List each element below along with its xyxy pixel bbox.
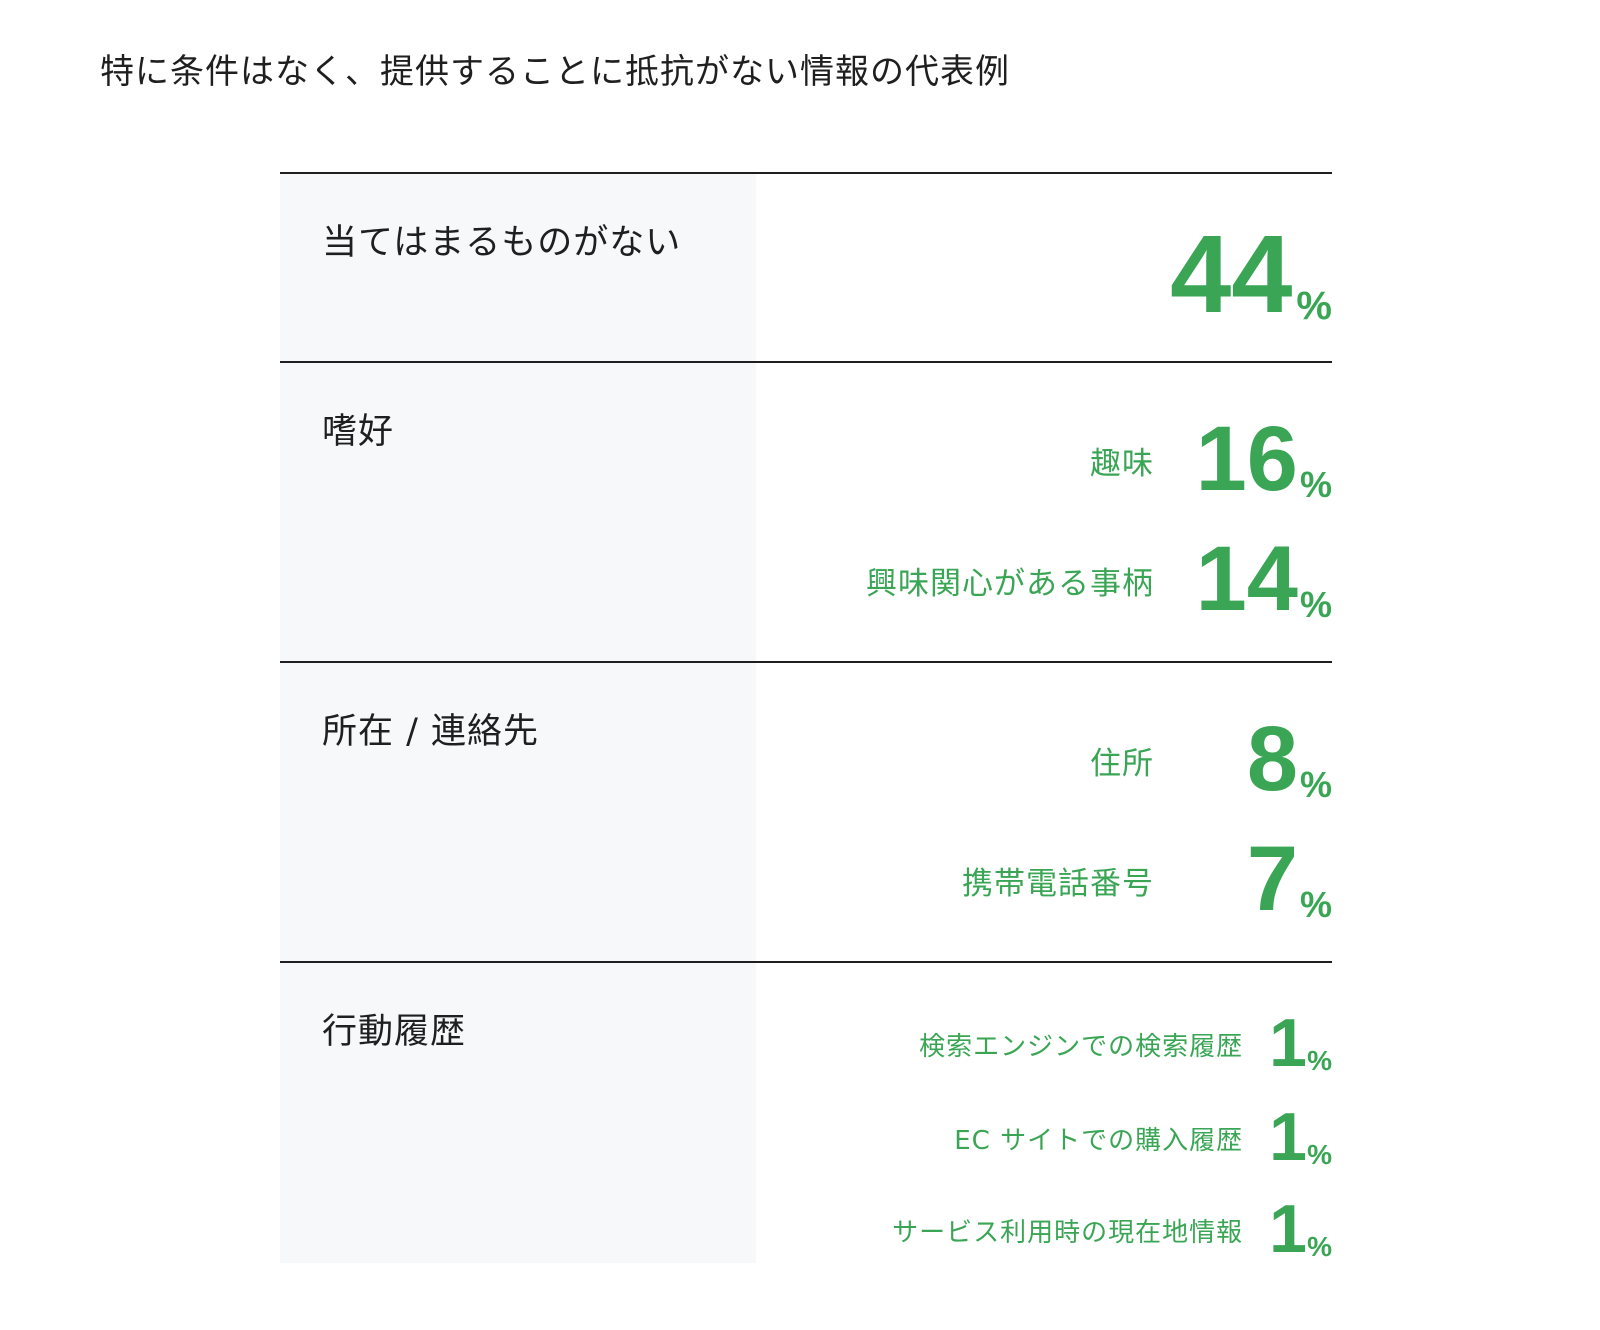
item-ec-history: EC サイトでの購入履歴 1 %	[954, 1103, 1332, 1171]
item-label: 住所	[1089, 746, 1154, 782]
row-preference: 嗜好 趣味 16 % 興味関心がある事柄 14 %	[280, 361, 1332, 661]
category-label-contact: 所在 / 連絡先	[322, 712, 540, 752]
items-cell: 住所 8 % 携帯電話番号 7 %	[756, 663, 1332, 961]
percent-sign: %	[1299, 884, 1332, 925]
item-hobby: 趣味 16 %	[1090, 413, 1332, 505]
percent-sign: %	[1299, 584, 1332, 625]
stats-table: 当てはまるものがない 44 % 嗜好 趣味 16 % 興味関心がある事柄 14 …	[280, 172, 1332, 1263]
item-location: サービス利用時の現在地情報 1 %	[892, 1195, 1332, 1263]
percent-sign: %	[1307, 1139, 1332, 1170]
item-label: 趣味	[1089, 446, 1154, 482]
item-value: 1	[1269, 1191, 1307, 1267]
category-cell: 行動履歴	[280, 963, 756, 1263]
item-value: 1	[1269, 1005, 1307, 1081]
item-search-history: 検索エンジンでの検索履歴 1 %	[919, 1009, 1332, 1077]
item-value: 16	[1195, 408, 1298, 510]
item-none: 44 %	[1170, 220, 1332, 330]
item-interests: 興味関心がある事柄 14 %	[866, 533, 1332, 625]
item-value: 1	[1269, 1099, 1307, 1175]
category-cell: 当てはまるものがない	[280, 174, 756, 361]
item-label: サービス利用時の現在地情報	[892, 1218, 1244, 1248]
item-label: 興味関心がある事柄	[865, 566, 1154, 602]
items-cell: 44 %	[756, 174, 1332, 361]
page-title: 特に条件はなく、提供することに抵抗がない情報の代表例	[100, 52, 1010, 92]
item-value: 7	[1246, 828, 1298, 930]
item-value: 44	[1170, 213, 1293, 336]
category-label-none: 当てはまるものがない	[322, 223, 682, 263]
percent-sign: %	[1299, 764, 1332, 805]
category-label-behavior: 行動履歴	[322, 1012, 467, 1052]
items-cell: 趣味 16 % 興味関心がある事柄 14 %	[756, 363, 1332, 661]
item-value: 8	[1246, 708, 1298, 810]
item-label: 携帯電話番号	[961, 866, 1154, 902]
item-label: 検索エンジンでの検索履歴	[919, 1032, 1244, 1062]
row-behavior: 行動履歴 検索エンジンでの検索履歴 1 % EC サイトでの購入履歴 1 % サ…	[280, 961, 1332, 1263]
row-none: 当てはまるものがない 44 %	[280, 172, 1332, 361]
item-value: 14	[1195, 528, 1298, 630]
item-label: EC サイトでの購入履歴	[954, 1126, 1244, 1156]
item-mobile: 携帯電話番号 7 %	[962, 833, 1332, 925]
category-label-preference: 嗜好	[322, 412, 395, 452]
category-cell: 所在 / 連絡先	[280, 663, 756, 961]
percent-sign: %	[1307, 1045, 1332, 1076]
percent-sign: %	[1296, 284, 1332, 328]
row-contact: 所在 / 連絡先 住所 8 % 携帯電話番号 7 %	[280, 661, 1332, 961]
percent-sign: %	[1307, 1231, 1332, 1262]
item-address: 住所 8 %	[1090, 713, 1332, 805]
items-cell: 検索エンジンでの検索履歴 1 % EC サイトでの購入履歴 1 % サービス利用…	[756, 963, 1332, 1263]
percent-sign: %	[1299, 464, 1332, 505]
category-cell: 嗜好	[280, 363, 756, 661]
